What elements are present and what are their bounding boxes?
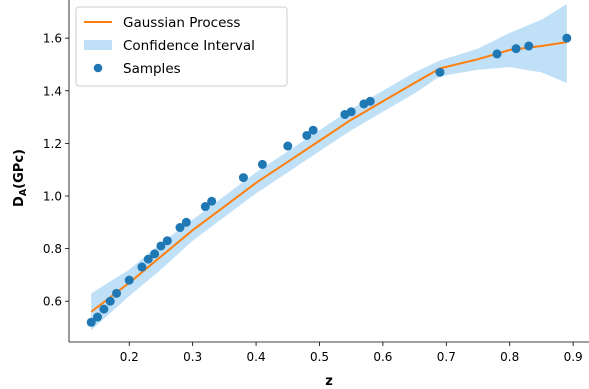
sample-point bbox=[302, 130, 312, 140]
sample-point bbox=[150, 249, 160, 259]
sample-point bbox=[492, 49, 502, 59]
y-axis-label-subscript: A bbox=[18, 188, 29, 196]
axes-frame bbox=[68, 0, 589, 343]
sample-point bbox=[86, 317, 96, 327]
y-axis: 0.6 0.8 1.0 1.2 1.4 1.6 bbox=[43, 32, 69, 309]
sample-point bbox=[238, 173, 248, 183]
y-axis-label-main: D bbox=[12, 196, 27, 207]
legend-label-gaussian-process: Gaussian Process bbox=[123, 15, 240, 31]
sample-point bbox=[181, 217, 191, 227]
sample-point bbox=[143, 254, 153, 264]
legend-label-confidence-interval: Confidence Interval bbox=[123, 38, 255, 54]
sample-point bbox=[162, 236, 172, 246]
sample-point bbox=[435, 67, 445, 77]
x-tick-label: 0.9 bbox=[564, 350, 583, 364]
sample-point bbox=[156, 241, 166, 251]
x-tick-label: 0.8 bbox=[500, 350, 519, 364]
legend: Gaussian Process Confidence Interval Sam… bbox=[75, 6, 288, 87]
confidence-interval-band bbox=[91, 3, 567, 331]
legend-box bbox=[75, 6, 288, 87]
sample-point bbox=[257, 159, 267, 169]
sample-point bbox=[93, 312, 103, 322]
sample-point bbox=[99, 304, 109, 314]
y-tick-label: 0.6 bbox=[43, 295, 62, 309]
sample-point bbox=[112, 288, 122, 298]
sample-point bbox=[308, 125, 318, 135]
y-tick-label: 0.8 bbox=[43, 242, 62, 256]
x-axis: 0.2 0.3 0.4 0.5 0.6 0.7 0.8 0.9 bbox=[120, 342, 583, 364]
x-tick-label: 0.2 bbox=[120, 350, 139, 364]
sample-point bbox=[562, 33, 572, 43]
y-tick-label: 1.4 bbox=[43, 84, 62, 98]
x-tick-label: 0.3 bbox=[183, 350, 202, 364]
y-axis-label: DA(GPc) bbox=[12, 149, 29, 207]
x-axis-label: z bbox=[325, 374, 333, 389]
y-tick-label: 1.2 bbox=[43, 137, 62, 151]
y-axis-label-unit: (GPc) bbox=[12, 149, 27, 189]
x-tick-label: 0.4 bbox=[247, 350, 266, 364]
sample-point bbox=[200, 202, 210, 212]
y-tick-label: 1.0 bbox=[43, 189, 62, 203]
legend-label-samples: Samples bbox=[123, 61, 181, 77]
sample-point bbox=[124, 275, 134, 285]
sample-point bbox=[283, 141, 293, 151]
sample-point bbox=[105, 296, 115, 306]
sample-point bbox=[511, 44, 521, 54]
sample-point bbox=[524, 41, 534, 51]
x-tick-label: 0.7 bbox=[437, 350, 456, 364]
sample-point bbox=[346, 107, 356, 117]
x-tick-label: 0.6 bbox=[373, 350, 392, 364]
sample-point bbox=[365, 96, 375, 106]
plot-area bbox=[86, 3, 572, 331]
sample-point bbox=[207, 196, 217, 206]
legend-swatch-samples bbox=[93, 63, 103, 73]
x-tick-label: 0.5 bbox=[310, 350, 329, 364]
legend-swatch-confidence-interval bbox=[84, 40, 112, 50]
sample-point bbox=[175, 223, 185, 233]
y-tick-label: 1.6 bbox=[43, 32, 62, 46]
sample-point bbox=[137, 262, 147, 272]
